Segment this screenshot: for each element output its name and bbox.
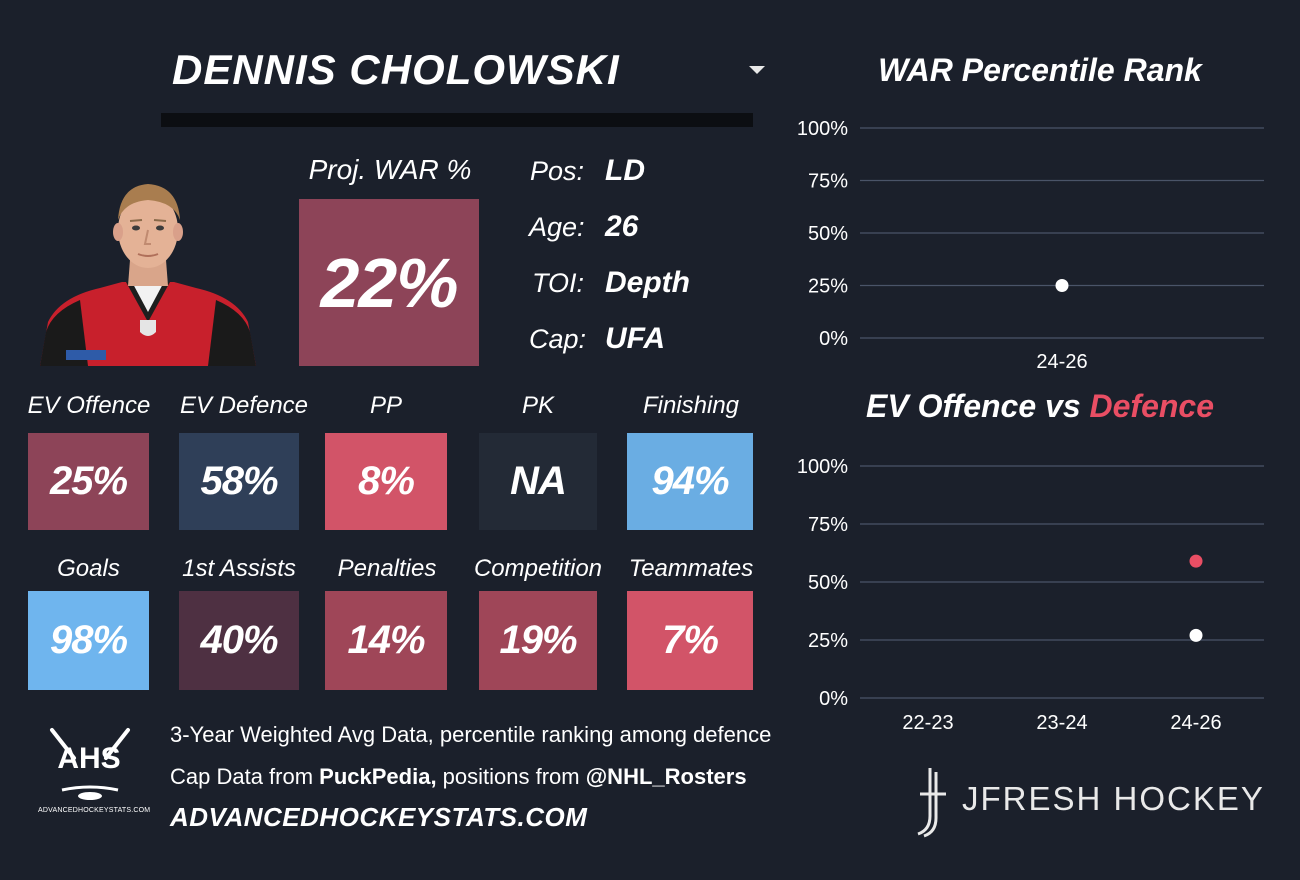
stat-tile-ev-defence: 58% [179,433,299,530]
stat-tile-goals: 98% [28,591,149,690]
chevron-down-icon[interactable] [749,66,765,74]
x-tick-label: 22-23 [902,712,953,734]
info-label-age: Age: [529,212,585,242]
puckpedia-link[interactable]: PuckPedia, [319,764,437,789]
header-divider [161,113,753,127]
stat-tile-pp: 8% [325,433,447,530]
data-point [1189,554,1203,568]
y-tick-label: 75% [808,514,848,536]
info-value-toi: Depth [605,266,690,299]
y-tick-label: 0% [819,688,848,710]
hockey-sticks-icon [50,728,130,800]
proj-war-value: 22% [320,243,458,322]
info-value-age: 26 [605,210,639,243]
stat-label-pp: PP [369,392,402,419]
x-tick-label: 23-24 [1036,712,1087,734]
war-chart-title: WAR Percentile Rank [878,52,1202,88]
player-headshot [40,184,256,366]
stat-value-goals: 98% [49,618,128,662]
x-tick-label: 24-26 [1036,351,1087,373]
stat-label-teammates: Teammates [628,555,754,582]
stat-label-ev-defence: EV Defence [179,392,309,419]
y-tick-label: 75% [808,171,848,193]
ev-chart-title: EV Offence vs Defence [790,388,1290,425]
stat-value-pp: 8% [358,459,415,503]
stat-label-pk: PK [521,392,554,419]
stat-value-penalties: 14% [347,618,425,662]
stat-label-penalties: Penalties [337,555,437,582]
jfresh-logo-text: JFRESH HOCKEY [962,780,1265,817]
info-label-cap: Cap: [529,324,587,354]
y-tick-label: 25% [808,630,848,652]
stat-value-pk: NA [510,459,567,503]
ev-offence-defence-chart: 100% 75% 50% 25% 0% 22-23 23-24 24-26 [797,456,1264,734]
stat-value-competition: 19% [499,618,577,662]
y-tick-label: 0% [819,328,848,350]
ahs-logo-subtext: ADVANCEDHOCKEYSTATS.COM [38,807,151,814]
stat-value-finishing: 94% [651,459,729,503]
stat-value-ev-offence: 25% [49,459,128,503]
stat-label-competition: Competition [473,555,603,582]
footer-source-mid: positions from [436,764,586,789]
data-point [1055,279,1069,292]
stat-value-teammates: 7% [662,618,719,662]
info-label-toi: TOI: [531,268,584,298]
x-tick-label: 24-26 [1170,712,1221,734]
ev-chart-title-part2: Defence [1089,388,1215,424]
stat-tile-teammates: 7% [627,591,753,690]
footer-source-prefix: Cap Data from [170,764,320,789]
stat-tile-competition: 19% [479,591,597,690]
war-percentile-chart: 100% 75% 50% 25% 0% 24-26 [797,118,1264,373]
footer-data-note: 3-Year Weighted Avg Data, percentile ran… [170,722,772,747]
stat-tile-1st-assists: 40% [179,591,299,690]
stat-label-finishing: Finishing [642,392,740,419]
stat-label-ev-offence: EV Offence [27,392,151,419]
proj-war-tile: 22% [299,199,479,366]
footer-source-note: Cap Data from PuckPedia, positions from … [170,764,747,790]
info-label-position: Pos: [529,156,584,186]
stat-value-1st-assists: 40% [200,618,278,662]
data-point [1189,628,1203,642]
stat-tile-ev-offence: 25% [28,433,149,530]
ev-chart-title-part1: EV Offence vs [865,388,1090,424]
stat-value-ev-defence: 58% [200,459,278,503]
site-link[interactable]: ADVANCEDHOCKEYSTATS.COM [170,802,588,832]
info-value-cap: UFA [605,322,665,355]
ahs-logo-text: AHS [57,742,121,775]
player-name: DENNIS CHOLOWSKI [172,46,620,93]
stat-label-1st-assists: 1st Assists [182,555,296,582]
stat-label-goals: Goals [57,555,120,582]
jfresh-stick-icon [917,768,946,838]
y-tick-label: 50% [808,223,848,245]
y-tick-label: 100% [797,118,848,140]
info-value-position: LD [605,154,645,187]
stat-tile-finishing: 94% [627,433,753,530]
y-tick-label: 25% [808,276,848,298]
proj-war-label: Proj. WAR % [308,154,472,185]
nhl-rosters-link[interactable]: @NHL_Rosters [585,764,747,789]
y-tick-label: 100% [797,456,848,478]
y-tick-label: 50% [808,572,848,594]
stat-tile-penalties: 14% [325,591,447,690]
stat-tile-pk: NA [479,433,597,530]
